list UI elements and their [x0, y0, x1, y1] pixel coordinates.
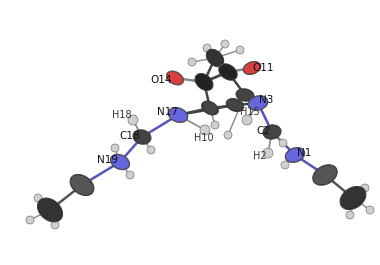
Ellipse shape — [313, 165, 337, 185]
Circle shape — [128, 115, 138, 125]
Ellipse shape — [243, 61, 261, 74]
Circle shape — [203, 44, 211, 52]
Ellipse shape — [195, 74, 213, 90]
Text: H15: H15 — [240, 107, 260, 117]
Ellipse shape — [168, 108, 188, 122]
Circle shape — [26, 216, 34, 224]
Ellipse shape — [206, 49, 224, 67]
Text: C18: C18 — [120, 131, 140, 141]
Circle shape — [211, 121, 219, 129]
Circle shape — [147, 146, 155, 154]
Text: O14: O14 — [150, 75, 172, 85]
Text: N19: N19 — [98, 155, 119, 165]
Circle shape — [346, 211, 354, 219]
Text: H2: H2 — [253, 151, 267, 161]
Text: O11: O11 — [252, 63, 274, 73]
Text: H18: H18 — [112, 110, 132, 120]
Ellipse shape — [285, 148, 305, 162]
Circle shape — [281, 161, 289, 169]
Text: N17: N17 — [157, 107, 179, 117]
Circle shape — [188, 58, 196, 66]
Ellipse shape — [263, 125, 281, 139]
Circle shape — [361, 184, 369, 192]
Circle shape — [111, 144, 119, 152]
Circle shape — [366, 206, 374, 214]
Ellipse shape — [219, 64, 237, 80]
Text: N3: N3 — [259, 95, 273, 105]
Circle shape — [236, 46, 244, 54]
Text: N1: N1 — [297, 148, 311, 158]
Circle shape — [242, 115, 252, 125]
Circle shape — [224, 131, 232, 139]
Circle shape — [279, 139, 287, 147]
Ellipse shape — [111, 154, 130, 170]
Circle shape — [51, 221, 59, 229]
Circle shape — [126, 171, 134, 179]
Ellipse shape — [236, 89, 254, 101]
Ellipse shape — [38, 198, 62, 222]
Ellipse shape — [202, 101, 218, 115]
Ellipse shape — [226, 99, 244, 111]
Ellipse shape — [133, 130, 151, 144]
Circle shape — [200, 125, 210, 135]
Text: C2: C2 — [256, 126, 270, 136]
Ellipse shape — [167, 71, 184, 85]
Ellipse shape — [248, 96, 268, 110]
Circle shape — [263, 148, 273, 158]
Ellipse shape — [340, 187, 366, 209]
Ellipse shape — [70, 175, 94, 196]
Circle shape — [221, 40, 229, 48]
Text: H10: H10 — [194, 133, 214, 143]
Circle shape — [34, 194, 42, 202]
